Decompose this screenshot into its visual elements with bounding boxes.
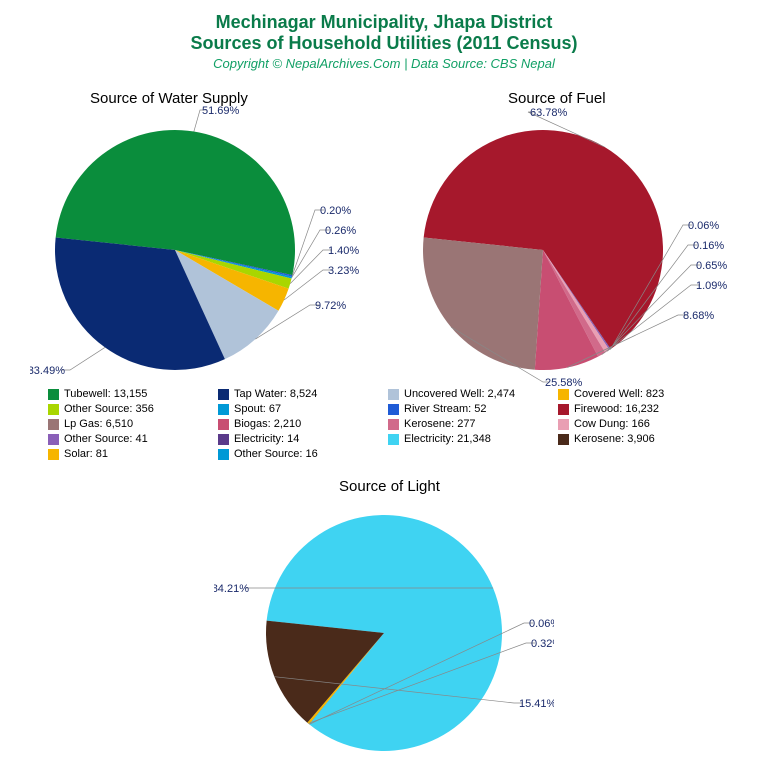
legend-label: Solar: 81 <box>64 448 108 460</box>
legend-item: Other Source: 41 <box>48 433 210 445</box>
water-pie: 51.69%0.20%0.26%1.40%3.23%9.72%33.49% <box>30 90 370 390</box>
legend-item: Lp Gas: 6,510 <box>48 418 210 430</box>
legend-item: Biogas: 2,210 <box>218 418 380 430</box>
legend-label: Lp Gas: 6,510 <box>64 418 133 430</box>
legend-item: Cow Dung: 166 <box>558 418 720 430</box>
legend-label: Cow Dung: 166 <box>574 418 650 430</box>
legend-swatch <box>388 419 399 430</box>
pie-slice <box>423 237 543 369</box>
legend: Tubewell: 13,155 Tap Water: 8,524 Uncovere… <box>48 388 720 460</box>
legend-label: Firewood: 16,232 <box>574 403 659 415</box>
legend-swatch <box>558 404 569 415</box>
legend-item: Electricity: 21,348 <box>388 433 550 445</box>
legend-item: Kerosene: 3,906 <box>558 433 720 445</box>
legend-swatch <box>388 404 399 415</box>
legend-label: Electricity: 14 <box>234 433 299 445</box>
legend-item: Covered Well: 823 <box>558 388 720 400</box>
legend-swatch <box>218 404 229 415</box>
pie-label: 84.21% <box>214 583 249 595</box>
legend-swatch <box>558 389 569 400</box>
legend-label: Other Source: 16 <box>234 448 318 460</box>
legend-swatch <box>218 434 229 445</box>
legend-item: Solar: 81 <box>48 448 210 460</box>
legend-label: Kerosene: 3,906 <box>574 433 655 445</box>
legend-item: Electricity: 14 <box>218 433 380 445</box>
legend-swatch <box>48 404 59 415</box>
copyright-text: Copyright © NepalArchives.Com | Data Sou… <box>0 56 768 71</box>
legend-item: Kerosene: 277 <box>388 418 550 430</box>
pie-label: 8.68% <box>683 310 714 322</box>
legend-label: Electricity: 21,348 <box>404 433 491 445</box>
legend-label: Biogas: 2,210 <box>234 418 301 430</box>
pie-label: 3.23% <box>328 265 359 277</box>
fuel-chart-title: Source of Fuel <box>508 90 606 107</box>
pie-label: 0.06% <box>688 220 719 232</box>
legend-swatch <box>48 419 59 430</box>
legend-label: Other Source: 41 <box>64 433 148 445</box>
legend-item: River Stream: 52 <box>388 403 550 415</box>
pie-label: 1.09% <box>696 280 727 292</box>
legend-label: Uncovered Well: 2,474 <box>404 388 515 400</box>
light-pie: 84.21% 0.06% 0.32% 15.41% <box>214 478 554 768</box>
fuel-chart: Source of Fuel 63.78% 0.06% 0.16% 0.65% 1.09… <box>398 90 738 390</box>
pie-label: 0.06% <box>529 618 554 630</box>
pie-label: 1.40% <box>328 245 359 257</box>
legend-item: Spout: 67 <box>218 403 380 415</box>
pie-label: 0.32% <box>531 638 554 650</box>
legend-label: Tap Water: 8,524 <box>234 388 317 400</box>
legend-item: Tap Water: 8,524 <box>218 388 380 400</box>
legend-label: Other Source: 356 <box>64 403 154 415</box>
pie-label: 9.72% <box>315 300 346 312</box>
pie-label: 0.65% <box>696 260 727 272</box>
sub-title: Sources of Household Utilities (2011 Cen… <box>0 33 768 54</box>
fuel-pie: 63.78%0.06%0.16%0.65%1.09%8.68%25.58% <box>398 90 738 390</box>
pie-label: 63.78% <box>530 107 568 119</box>
legend-label: Kerosene: 277 <box>404 418 476 430</box>
legend-swatch <box>218 449 229 460</box>
title-block: Mechinagar Municipality, Jhapa District … <box>0 0 768 71</box>
legend-item: Other Source: 16 <box>218 448 380 460</box>
pie-label: 33.49% <box>30 365 65 377</box>
legend-item: Tubewell: 13,155 <box>48 388 210 400</box>
water-chart: Source of Water Supply 51.69%0.20%0.26%1… <box>30 90 370 390</box>
legend-label: Tubewell: 13,155 <box>64 388 147 400</box>
legend-swatch <box>218 389 229 400</box>
legend-swatch <box>48 449 59 460</box>
legend-swatch <box>48 389 59 400</box>
pie-label: 0.20% <box>320 205 351 217</box>
light-chart: Source of Light 84.21% 0.06% 0.32% 15.41% <box>214 478 554 768</box>
pie-label: 0.26% <box>325 225 356 237</box>
legend-swatch <box>558 419 569 430</box>
legend-swatch <box>558 434 569 445</box>
pie-label: 15.41% <box>519 698 554 710</box>
pie-label: 0.16% <box>693 240 724 252</box>
water-chart-title: Source of Water Supply <box>90 90 248 107</box>
legend-swatch <box>388 389 399 400</box>
legend-label: Covered Well: 823 <box>574 388 664 400</box>
legend-item: Uncovered Well: 2,474 <box>388 388 550 400</box>
legend-swatch <box>388 434 399 445</box>
light-chart-title: Source of Light <box>339 478 440 495</box>
legend-item: Firewood: 16,232 <box>558 403 720 415</box>
legend-label: Spout: 67 <box>234 403 281 415</box>
legend-swatch <box>48 434 59 445</box>
legend-swatch <box>218 419 229 430</box>
legend-item: Other Source: 356 <box>48 403 210 415</box>
legend-label: River Stream: 52 <box>404 403 487 415</box>
main-title: Mechinagar Municipality, Jhapa District <box>0 12 768 33</box>
